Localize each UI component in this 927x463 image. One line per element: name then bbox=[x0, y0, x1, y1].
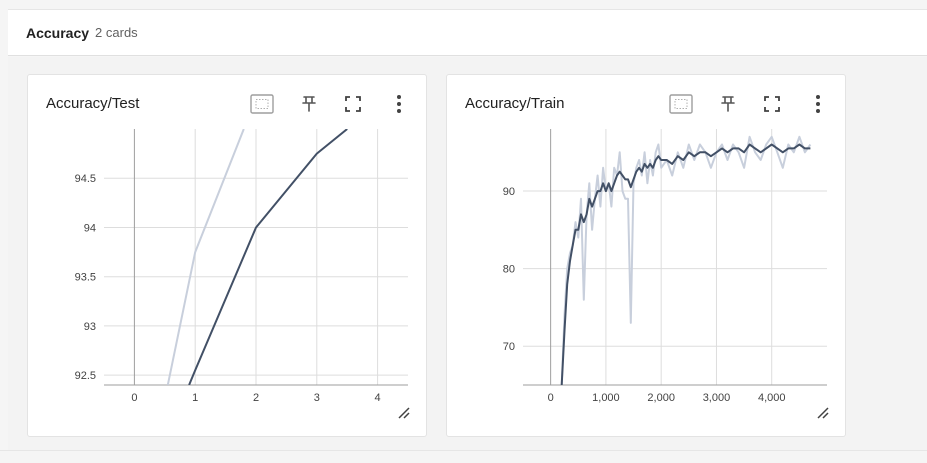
group-card-count: 2 cards bbox=[95, 25, 138, 40]
x-tick-label: 4 bbox=[375, 392, 381, 404]
resize-handle[interactable] bbox=[397, 406, 411, 420]
more-options-button[interactable] bbox=[805, 92, 831, 116]
raw-series-line bbox=[560, 135, 812, 385]
smoothed-series-line bbox=[560, 143, 811, 385]
pin-button[interactable] bbox=[296, 92, 322, 116]
x-tick-label: 3 bbox=[314, 392, 320, 404]
group-title: Accuracy bbox=[26, 24, 90, 41]
fit-domain-icon bbox=[669, 94, 693, 114]
fit-domain-icon bbox=[250, 94, 274, 114]
pin-icon bbox=[302, 96, 316, 112]
fit-domain-button[interactable] bbox=[668, 92, 694, 116]
y-tick-label: 93.5 bbox=[75, 272, 96, 284]
y-tick-label: 93 bbox=[84, 321, 96, 333]
resize-handle-icon bbox=[398, 407, 410, 419]
fullscreen-button[interactable] bbox=[759, 92, 785, 116]
x-tick-label: 0 bbox=[548, 392, 554, 404]
chart-accuracy-test[interactable]: 92.5 93 93.5 94 94.5 0 1 2 3 4 bbox=[28, 129, 428, 429]
x-tick-label: 3,000 bbox=[703, 392, 731, 404]
x-tick-label: 0 bbox=[131, 392, 137, 404]
fullscreen-button[interactable] bbox=[340, 92, 366, 116]
y-tick-label: 94.5 bbox=[75, 173, 96, 185]
smoothed-series-line bbox=[188, 129, 348, 385]
x-tick-label: 4,000 bbox=[758, 392, 786, 404]
y-tick-label: 94 bbox=[84, 222, 96, 234]
bottom-strip bbox=[0, 450, 927, 463]
pin-button[interactable] bbox=[715, 92, 741, 116]
top-strip bbox=[0, 0, 927, 8]
chart-card-accuracy-test: Accuracy/Test 92.5 93 93.5 94 94.5 0 1 2 3 4 bbox=[27, 74, 427, 437]
y-tick-label: 70 bbox=[503, 341, 515, 353]
y-tick-label: 92.5 bbox=[75, 370, 96, 382]
fullscreen-icon bbox=[345, 96, 361, 112]
pin-icon bbox=[721, 96, 735, 112]
x-tick-label: 2 bbox=[253, 392, 259, 404]
raw-series-line bbox=[166, 129, 245, 385]
card-group-header[interactable]: Accuracy 2 cards bbox=[8, 9, 927, 56]
card-title: Accuracy/Train bbox=[465, 95, 565, 112]
x-tick-label: 2,000 bbox=[647, 392, 675, 404]
y-tick-label: 90 bbox=[503, 186, 515, 198]
resize-handle-icon bbox=[817, 407, 829, 419]
card-title: Accuracy/Test bbox=[46, 95, 140, 112]
more-vert-icon bbox=[816, 95, 820, 113]
more-vert-icon bbox=[397, 95, 401, 113]
fullscreen-icon bbox=[764, 96, 780, 112]
resize-handle[interactable] bbox=[816, 406, 830, 420]
chart-accuracy-train[interactable]: 70 80 90 0 1,000 2,000 3,000 4,000 bbox=[447, 129, 847, 429]
fit-domain-button[interactable] bbox=[249, 92, 275, 116]
y-tick-label: 80 bbox=[503, 264, 515, 276]
x-tick-label: 1,000 bbox=[592, 392, 620, 404]
x-tick-label: 1 bbox=[192, 392, 198, 404]
chart-card-accuracy-train: Accuracy/Train 70 80 90 0 1,000 2,000 3,000 4,0… bbox=[446, 74, 846, 437]
more-options-button[interactable] bbox=[386, 92, 412, 116]
